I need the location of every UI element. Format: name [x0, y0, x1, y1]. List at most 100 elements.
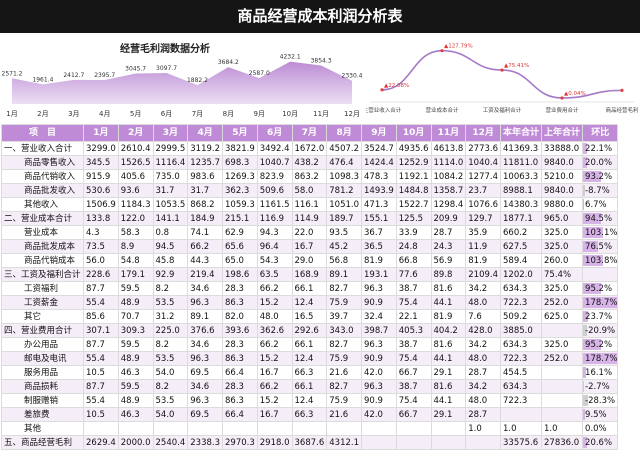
- column-header: 10月: [395, 124, 432, 142]
- x-tick-label: 11月: [313, 110, 329, 118]
- x-tick-label: 工资及福利合计: [483, 106, 522, 114]
- page-title: 商品经营成本利润分析表: [0, 0, 640, 33]
- value-cell: 75.4: [395, 295, 432, 310]
- x-tick-label: 主营业收入合计: [366, 106, 402, 114]
- value-cell: 8.2: [152, 337, 189, 352]
- value-cell: 1.0: [499, 421, 543, 436]
- row-label: 商品损耗: [1, 379, 84, 394]
- value-cell: [291, 421, 328, 436]
- value-cell: 44.1: [430, 295, 467, 310]
- value-cell: 24.3: [430, 239, 467, 254]
- value-cell: 62.9: [222, 225, 258, 240]
- value-cell: 133.8: [83, 211, 119, 226]
- value-cell: 94.3: [256, 225, 293, 240]
- value-cell: 92.9: [152, 267, 189, 282]
- change-cell: 103.8%: [582, 253, 619, 268]
- value-cell: 81.6: [430, 379, 467, 394]
- value-cell: 54.0: [152, 407, 189, 422]
- value-cell: 2338.3: [187, 435, 223, 450]
- value-cell: 28.7: [430, 225, 467, 240]
- change-cell: 23.7%: [582, 309, 619, 324]
- value-cell: 625.0: [541, 309, 584, 324]
- table-row: 商品损耗 87.7 59.5 8.2 34.6 28.3 66.2 66.1 82.7 96.3 3…: [1, 379, 619, 394]
- value-cell: 1202.0: [499, 267, 543, 282]
- value-cell: 12.4: [291, 351, 328, 366]
- data-point: [560, 96, 564, 100]
- value-cell: 45.2: [326, 239, 362, 254]
- data-label: 2571.2: [2, 70, 23, 77]
- row-label: 商品批发收入: [1, 183, 84, 198]
- table-row: 工资福利 87.7 59.5 8.2 34.6 28.3 66.2 66.1 82.7 96.3 3…: [1, 281, 619, 296]
- value-cell: 65.6: [222, 239, 258, 254]
- value-cell: 1424.4: [361, 155, 397, 170]
- change-cell: 94.5%: [582, 211, 619, 226]
- value-cell: 36.7: [361, 225, 397, 240]
- value-cell: 28.7: [465, 407, 501, 422]
- value-cell: 90.9: [361, 393, 397, 408]
- value-cell: 66.3: [291, 407, 328, 422]
- value-cell: 307.1: [83, 323, 119, 338]
- value-cell: 21.6: [326, 365, 362, 380]
- value-cell: 1506.9: [83, 197, 119, 212]
- x-tick-label: 12月: [344, 110, 360, 118]
- value-cell: 1084.2: [430, 169, 467, 184]
- value-cell: 983.6: [187, 169, 223, 184]
- data-label: ▲75.41%: [504, 63, 529, 69]
- value-cell: 219.4: [187, 267, 223, 282]
- value-cell: 93.6: [117, 183, 154, 198]
- data-label: 2330.4: [342, 73, 363, 80]
- value-cell: 168.9: [291, 267, 328, 282]
- value-cell: [152, 421, 189, 436]
- change-cell: 178.7%: [582, 295, 619, 310]
- value-cell: 228.6: [83, 267, 119, 282]
- value-cell: 114.9: [291, 211, 328, 226]
- value-cell: 56.8: [326, 253, 362, 268]
- column-header: 环比: [582, 124, 619, 142]
- change-cell: 20.6%: [582, 435, 619, 450]
- value-cell: 59.5: [117, 379, 154, 394]
- value-cell: 48.9: [117, 393, 154, 408]
- value-cell: 75.9: [326, 393, 362, 408]
- value-cell: 28.3: [222, 281, 258, 296]
- value-cell: 69.5: [187, 407, 223, 422]
- column-header: 上年合计: [541, 124, 584, 142]
- value-cell: 54.3: [256, 253, 293, 268]
- table-row: 服务用品 10.5 46.3 54.0 69.5 66.4 16.7 66.3 21.6 42.0…: [1, 365, 619, 380]
- change-cell: 103.1%: [582, 225, 619, 240]
- change-cell: 95.2%: [582, 281, 619, 296]
- value-cell: 781.2: [326, 183, 362, 198]
- change-cell: 95.2%: [582, 337, 619, 352]
- value-cell: 66.1: [291, 379, 328, 394]
- value-cell: 96.3: [187, 295, 223, 310]
- row-label: 五、商品经营毛利: [1, 435, 84, 450]
- row-label: 商品批发成本: [1, 239, 84, 254]
- change-cell: 22.1%: [582, 141, 619, 156]
- value-cell: 33575.6: [499, 435, 543, 450]
- row-label: 办公用品: [1, 337, 84, 352]
- value-cell: 7.6: [465, 309, 501, 324]
- column-header: 11月: [430, 124, 467, 142]
- data-label: 2412.7: [63, 72, 84, 79]
- value-cell: 405.6: [117, 169, 154, 184]
- value-cell: 59.5: [117, 281, 154, 296]
- x-tick-label: 7月: [192, 110, 203, 118]
- value-cell: 660.2: [499, 225, 543, 240]
- value-cell: 698.3: [222, 155, 258, 170]
- row-label: 商品代销成本: [1, 253, 84, 268]
- value-cell: 965.0: [541, 211, 584, 226]
- value-cell: 24.8: [395, 239, 432, 254]
- value-cell: 209.9: [430, 211, 467, 226]
- value-cell: 2109.4: [465, 267, 501, 282]
- table-row: 差旅费 10.5 46.3 54.0 69.5 66.4 16.7 66.3 21.6 42.0 6…: [1, 407, 619, 422]
- value-cell: 868.2: [187, 197, 223, 212]
- change-cell: -8.7%: [582, 183, 619, 198]
- value-cell: 15.2: [256, 295, 293, 310]
- column-header: 6月: [256, 124, 293, 142]
- change-cell: [582, 267, 619, 282]
- value-cell: 735.0: [152, 169, 189, 184]
- value-cell: 1161.5: [256, 197, 293, 212]
- value-cell: 94.5: [152, 239, 189, 254]
- table-row: 其它 85.6 70.7 31.2 89.1 82.0 48.0 16.5 39.7 32.4 22…: [1, 309, 619, 324]
- column-header: 3月: [152, 124, 189, 142]
- value-cell: 362.6: [256, 323, 293, 338]
